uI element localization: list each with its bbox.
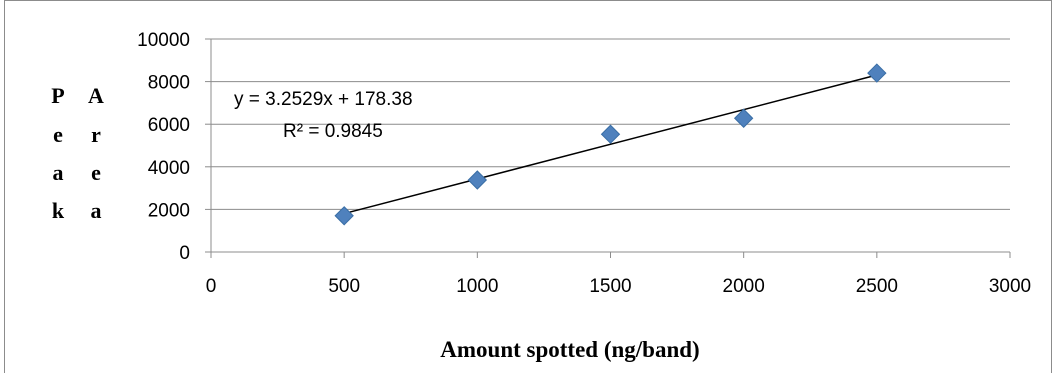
y-tick-label-6000: 6000 — [148, 115, 190, 136]
y-label-char-0-1: e — [53, 122, 63, 147]
y-label-char-1-1: r — [91, 122, 101, 147]
x-tick-label-1000: 1000 — [456, 276, 498, 297]
trendline-group — [343, 74, 878, 215]
y-label-char-0-3: k — [52, 198, 65, 223]
y-tick-label-10000: 10000 — [137, 30, 190, 51]
axes — [205, 38, 1011, 258]
y-tick-label-8000: 8000 — [148, 73, 190, 94]
data-points — [334, 63, 887, 226]
y-tick-label-4000: 4000 — [148, 158, 190, 179]
x-tick-label-2500: 2500 — [856, 276, 898, 297]
r-squared-label: R² = 0.9845 — [283, 121, 383, 142]
y-tick-labels: 0 2000 4000 6000 8000 10000 — [137, 30, 190, 264]
y-label-char-1-0: A — [88, 83, 104, 108]
y-tick-label-0: 0 — [179, 243, 190, 264]
y-label-char-1-2: e — [91, 160, 101, 185]
data-point-2000 — [733, 108, 754, 128]
trendline — [343, 74, 878, 215]
y-label-char-0-0: P — [51, 83, 64, 108]
data-point-1500 — [600, 124, 621, 144]
data-point-2500 — [867, 63, 887, 83]
x-tick-label-500: 500 — [328, 276, 360, 297]
data-point-1000 — [467, 170, 488, 190]
data-point-500 — [334, 206, 354, 226]
x-tick-label-0: 0 — [206, 276, 217, 297]
x-tick-label-2000: 2000 — [723, 276, 765, 297]
x-tick-label-3000: 3000 — [989, 276, 1031, 297]
x-tick-label-1500: 1500 — [589, 276, 631, 297]
x-tick-labels: 0 500 1000 1500 2000 2500 3000 — [206, 276, 1031, 297]
y-label-char-0-2: a — [53, 160, 64, 185]
trendline-equation: y = 3.2529x + 178.38 — [234, 89, 413, 110]
y-label-char-1-3: a — [91, 198, 102, 223]
y-tick-label-2000: 2000 — [148, 200, 190, 221]
x-axis-label: Amount spotted (ng/band) — [440, 337, 699, 362]
chart-frame — [4, 0, 1052, 373]
